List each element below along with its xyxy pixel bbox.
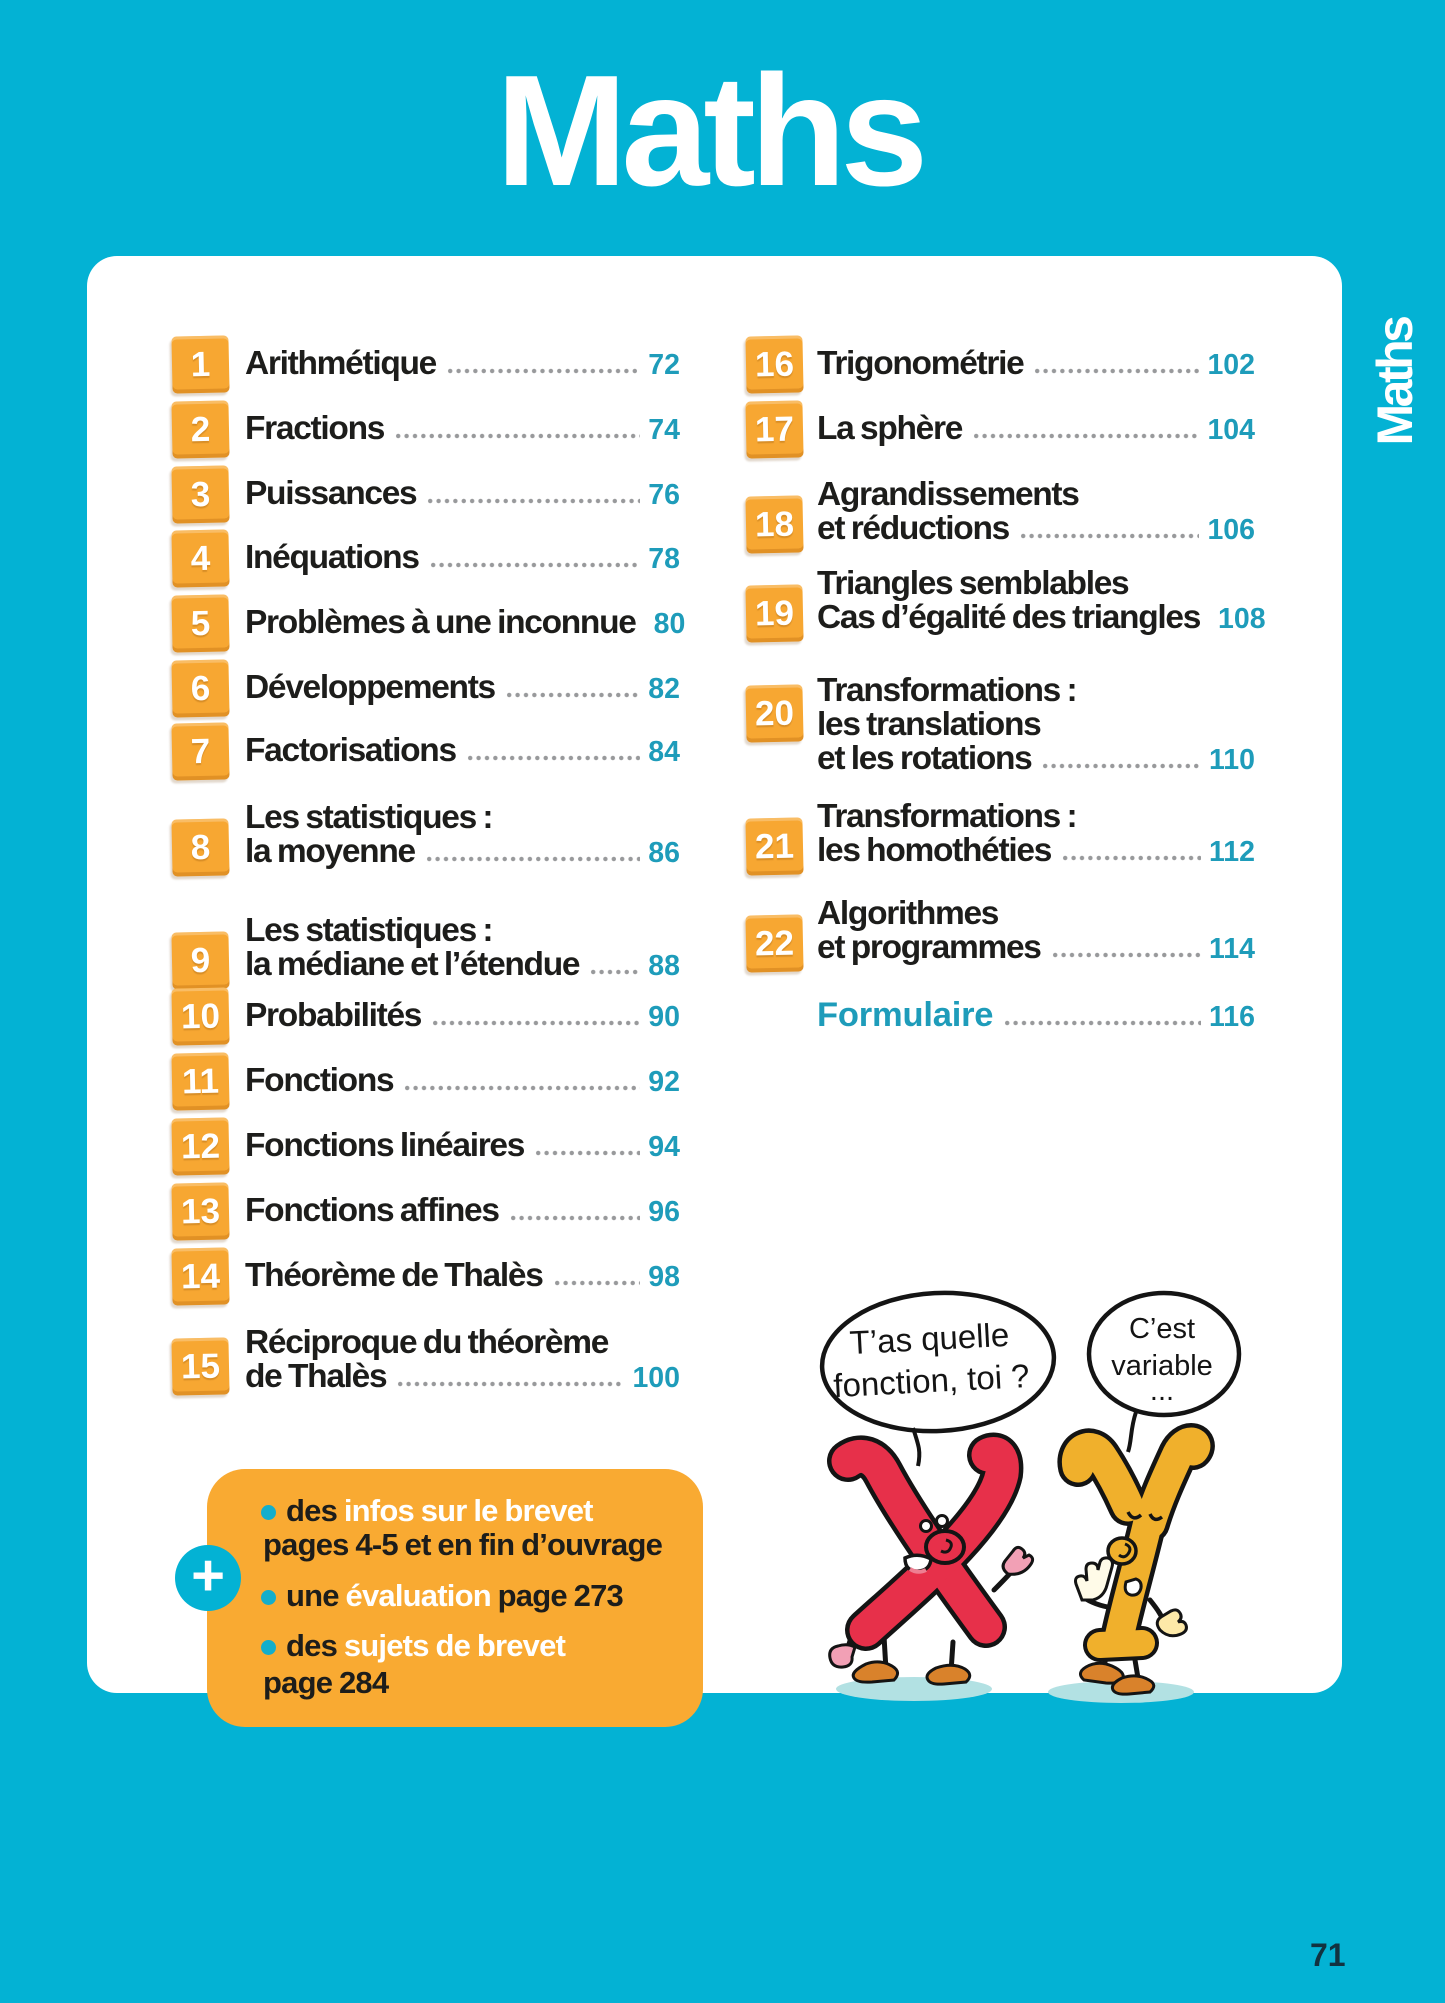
svg-text:variable: variable	[1111, 1350, 1213, 1382]
svg-text:...: ...	[1150, 1375, 1174, 1407]
svg-text:C’est: C’est	[1129, 1313, 1195, 1345]
svg-text:T’as quelle: T’as quelle	[849, 1316, 1010, 1361]
